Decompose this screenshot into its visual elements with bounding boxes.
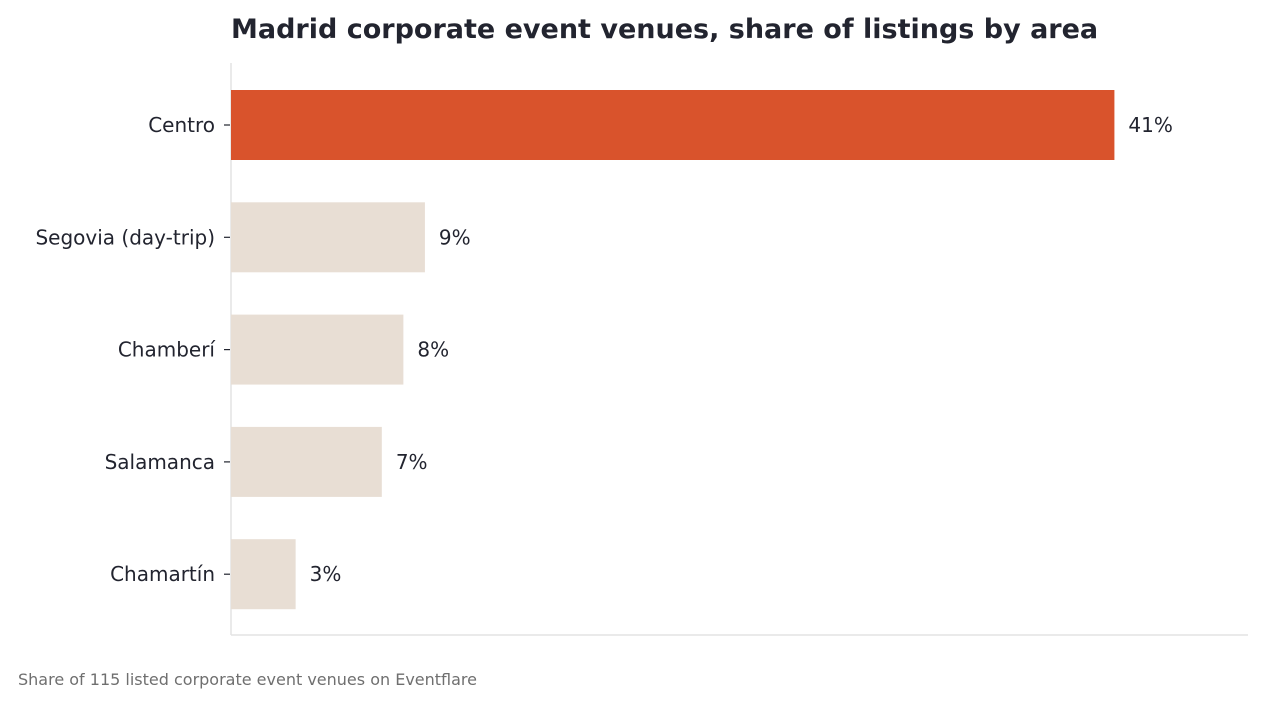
value-label: 3%	[310, 562, 342, 586]
category-label: Segovia (day-trip)	[35, 225, 215, 249]
bar-group: 41% 9% 8% 7% 3%	[231, 90, 1173, 610]
category-label: Salamanca	[105, 450, 215, 474]
chart-axes: Centro Segovia (day-trip) Chamberí Salamanc…	[35, 63, 1248, 636]
value-label: 41%	[1128, 113, 1172, 137]
chart-caption: Share of 115 listed corporate event venu…	[18, 670, 477, 689]
value-label: 9%	[439, 225, 471, 249]
value-label: 8%	[417, 338, 449, 362]
value-label: 7%	[396, 450, 428, 474]
chart-title: Madrid corporate event venues, share of …	[231, 14, 1098, 45]
bar	[231, 539, 296, 610]
bar	[231, 90, 1115, 160]
category-label: Chamberí	[118, 338, 217, 362]
bar	[231, 314, 404, 385]
category-label: Chamartín	[110, 562, 215, 586]
bar	[231, 202, 425, 273]
category-label: Centro	[148, 113, 215, 137]
bar	[231, 426, 382, 497]
